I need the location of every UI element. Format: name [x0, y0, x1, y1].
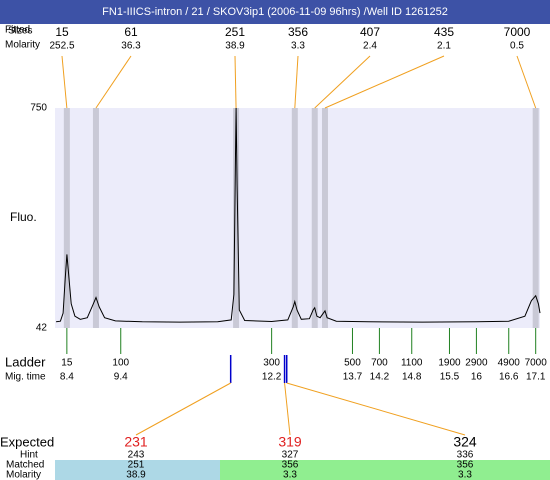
peak-molarity: 38.9	[225, 41, 245, 52]
expected-size: 319	[278, 434, 302, 450]
row-label: Expected	[0, 434, 54, 449]
ladder-size: 700	[371, 358, 388, 369]
peak-connector	[95, 55, 132, 109]
peak-size: 7000	[504, 25, 531, 39]
peak-band	[92, 108, 99, 328]
match-cell	[220, 460, 375, 480]
ladder-time: 17.1	[526, 372, 546, 383]
ladder-time: 16.6	[499, 372, 519, 383]
row-label: Fitted	[5, 25, 30, 36]
peak-connector	[516, 55, 537, 109]
peak-size: 251	[225, 25, 245, 39]
ladder-size: 100	[112, 358, 129, 369]
peak-connector	[61, 55, 68, 109]
peak-band	[291, 108, 298, 328]
ladder-time: 8.4	[60, 372, 74, 383]
row-label: Molarity	[5, 40, 40, 51]
peak-connector	[314, 55, 371, 109]
ladder-time: 12.2	[262, 372, 282, 383]
peak-molarity: 2.1	[437, 41, 451, 52]
peak-molarity: 2.4	[363, 41, 377, 52]
ladder-size: 4900	[498, 358, 521, 369]
trace	[56, 107, 541, 323]
peak-size: 407	[360, 25, 380, 39]
match-cell	[375, 460, 550, 480]
peak-size: 356	[288, 25, 308, 39]
row-label: Hint	[20, 450, 38, 461]
peak-band	[532, 108, 539, 328]
matched-size: 356	[457, 460, 474, 471]
row-label: Matched	[6, 460, 44, 471]
row-label: Mig. time	[5, 372, 46, 383]
peak-size: 15	[55, 25, 69, 39]
matched-molarity: 38.9	[126, 470, 146, 480]
ladder-time: 15.5	[440, 372, 460, 383]
hint-size: 336	[457, 450, 474, 461]
peak-band	[63, 108, 70, 328]
ladder-size: 500	[344, 358, 361, 369]
y-tick-label: 750	[30, 103, 47, 114]
title-bar	[0, 0, 550, 24]
ladder-size: 1100	[401, 358, 423, 369]
matched-size: 356	[282, 460, 299, 471]
ladder-time: 14.2	[370, 372, 390, 383]
row-label: Molarity	[6, 470, 41, 480]
expected-size: 231	[124, 434, 148, 450]
chart-title: FN1-IIICS-intron / 21 / SKOV3ip1 (2006-1…	[102, 6, 448, 18]
peak-molarity: 0.5	[510, 41, 524, 52]
row-label: Ladder	[5, 354, 46, 369]
ladder-time: 16	[471, 372, 483, 383]
ladder-size: 2900	[465, 358, 488, 369]
ladder-size: 15	[61, 358, 73, 369]
peak-molarity: 3.3	[291, 41, 305, 52]
hint-size: 327	[282, 450, 299, 461]
ladder-time: 13.7	[343, 372, 363, 383]
expected-connector	[135, 382, 231, 436]
expected-connector	[286, 382, 466, 436]
y-axis-label: Fluo.	[10, 210, 37, 224]
peak-size: 61	[124, 25, 138, 39]
matched-molarity: 3.3	[283, 470, 297, 480]
ladder-size: 7000	[525, 358, 548, 369]
peak-band	[321, 108, 328, 328]
peak-molarity: 36.3	[121, 41, 141, 52]
peak-connector	[234, 55, 237, 109]
y-tick-label: 42	[36, 323, 48, 334]
ladder-time: 9.4	[114, 372, 128, 383]
peak-size: 435	[434, 25, 454, 39]
ladder-time: 14.8	[402, 372, 422, 383]
expected-connector	[284, 382, 291, 436]
peak-band	[311, 108, 318, 328]
ladder-size: 1900	[438, 358, 461, 369]
peak-connector	[294, 55, 299, 109]
matched-molarity: 3.3	[458, 470, 472, 480]
match-cell	[55, 460, 220, 480]
expected-size: 324	[453, 434, 477, 450]
peak-molarity: 252.5	[49, 41, 74, 52]
ladder-size: 300	[263, 358, 280, 369]
hint-size: 243	[128, 450, 145, 461]
row-label: Sizes	[8, 26, 32, 37]
peak-band	[233, 108, 240, 328]
peak-connector	[324, 55, 445, 109]
matched-size: 251	[128, 460, 145, 471]
